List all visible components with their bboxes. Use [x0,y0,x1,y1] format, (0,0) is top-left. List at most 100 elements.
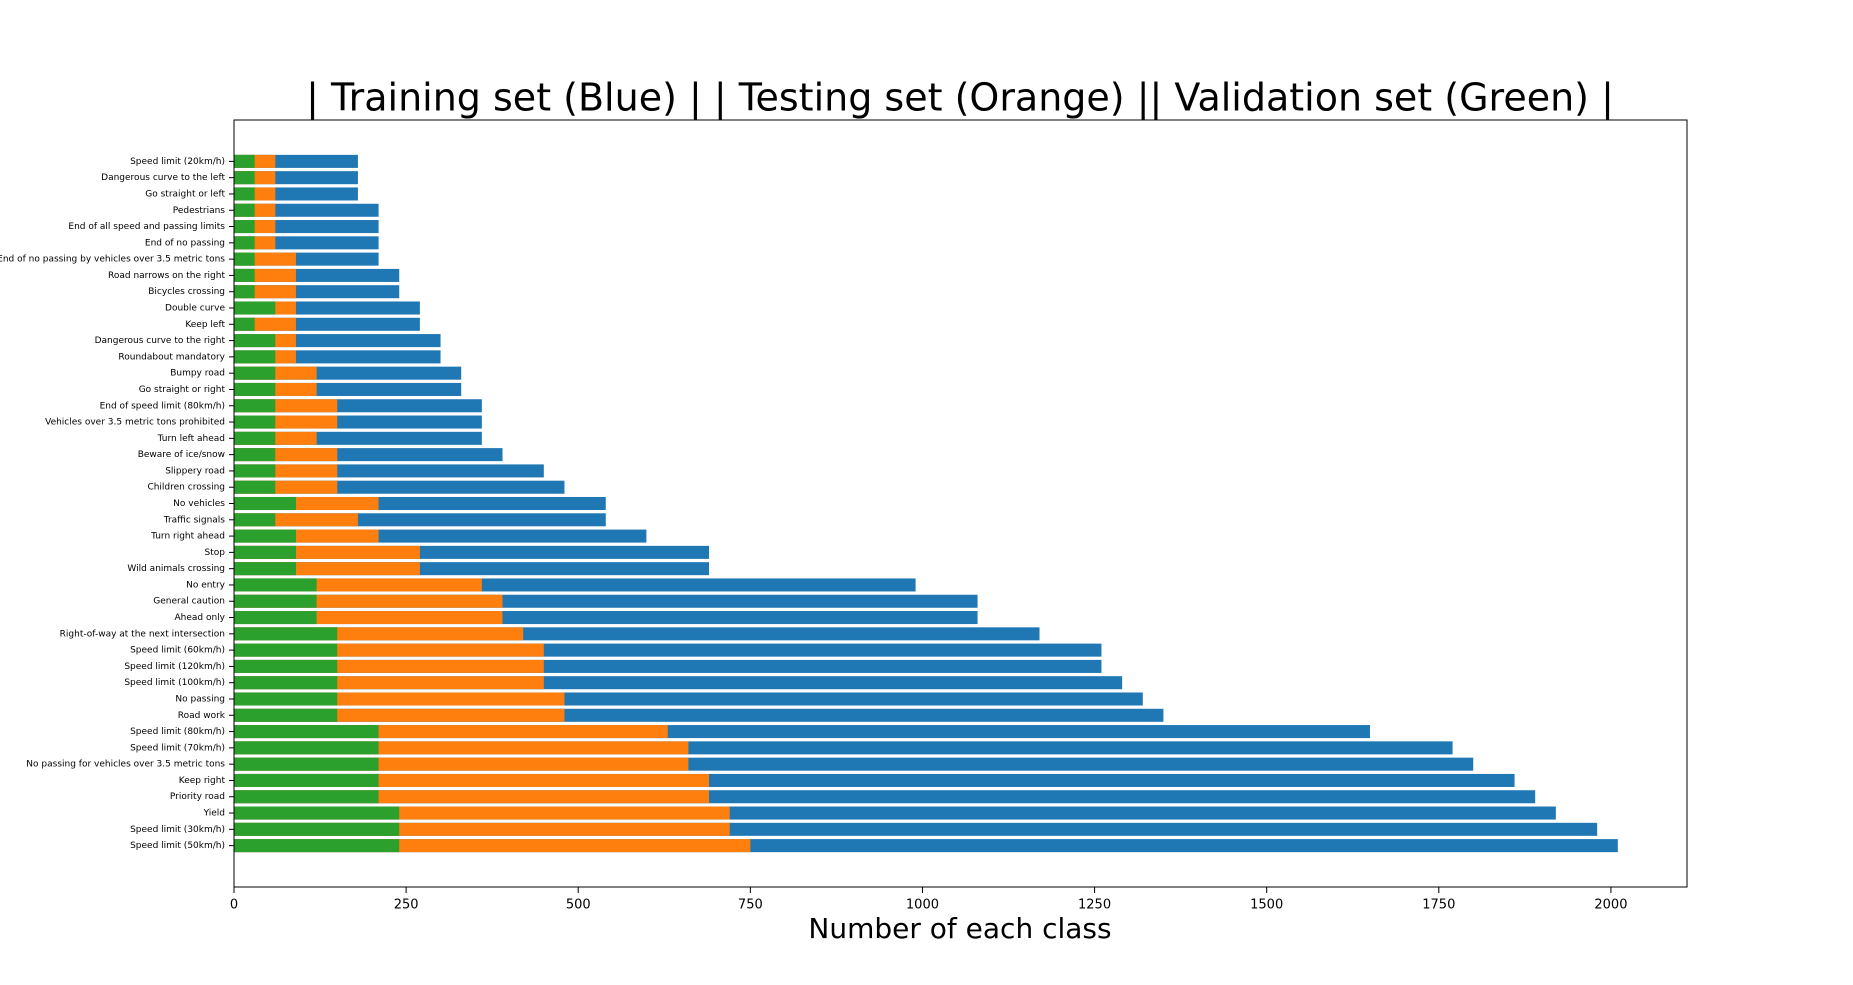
y-tick-label: Speed limit (60km/h) [130,646,225,656]
bar [234,317,255,331]
bar [234,171,255,185]
y-tick-label: Beware of ice/snow [138,450,225,460]
y-tick-label: Speed limit (80km/h) [130,727,225,737]
y-tick-label: Wild animals crossing [127,564,225,574]
bar [234,496,296,511]
x-tick-label: 500 [566,898,591,913]
y-tick-label: Go straight or right [139,385,226,395]
y-tick-label: Road work [178,711,226,721]
bar [234,252,255,266]
bar [234,382,276,396]
bar [234,350,276,364]
bar [234,545,296,559]
bar [234,464,276,478]
chart-title: | Training set (Blue) | | Testing set (O… [306,76,1614,121]
bar [234,529,296,543]
y-tick-label: Yield [203,809,225,819]
y-tick-label: Turn left ahead [157,434,225,444]
bar [234,594,317,608]
y-tick-label: Go straight or left [145,189,225,199]
y-tick-label: Dangerous curve to the right [95,336,226,346]
bar [234,236,255,250]
bar [234,578,317,592]
bar [234,187,255,201]
bar [234,757,379,771]
x-tick-label: 1250 [1078,898,1111,913]
bar [234,220,255,234]
bar [234,708,338,722]
bar [234,676,338,690]
y-tick-label: Bumpy road [170,369,225,379]
x-axis-label: Number of each class [808,912,1111,945]
bar [234,431,276,445]
bar [234,806,400,820]
y-tick-label: Speed limit (50km/h) [130,841,225,851]
y-tick-label: Speed limit (100km/h) [124,678,225,688]
y-tick-label: Traffic signals [163,515,226,525]
bar [234,399,276,413]
bar [234,154,255,168]
bar [234,366,276,380]
bar [234,822,400,836]
bar [234,643,338,657]
x-tick-label: 1750 [1422,898,1455,913]
y-tick-label: Keep left [185,320,225,330]
bar [234,480,276,494]
bar [234,773,379,787]
plot-frame [233,119,1688,888]
bar [234,285,255,299]
bar [234,659,338,673]
y-tick-label: Speed limit (20km/h) [130,157,225,167]
y-tick-label: No vehicles [173,499,225,509]
y-tick-label: Turn right ahead [150,532,225,542]
bar [234,562,296,576]
y-tick-label: No entry [186,580,226,590]
x-tick-label: 0 [230,898,238,913]
bar [234,741,379,755]
bar [234,627,338,641]
y-tick-label: Children crossing [147,483,225,493]
y-tick-label: Vehicles over 3.5 metric tons prohibited [45,418,225,428]
bar [234,611,317,625]
y-tick-label: Double curve [165,304,225,314]
y-tick-label: Roundabout mandatory [118,352,225,362]
bar [234,839,400,853]
bar [234,415,276,429]
y-tick-label: End of speed limit (80km/h) [100,401,225,411]
x-tick-label: 1500 [1250,898,1283,913]
bar [234,301,276,315]
bar [234,692,338,706]
x-tick-label: 2000 [1594,898,1627,913]
y-tick-label: No passing for vehicles over 3.5 metric … [26,760,225,770]
x-tick-label: 1000 [906,898,939,913]
y-tick-label: Road narrows on the right [108,271,225,281]
y-tick-label: No passing [175,694,225,704]
y-tick-label: Keep right [179,776,226,786]
bar [234,203,255,217]
y-tick-label: End of no passing by vehicles over 3.5 m… [0,255,225,265]
y-tick-label: Bicycles crossing [148,287,225,297]
y-tick-label: Speed limit (70km/h) [130,743,225,753]
y-tick-label: Speed limit (30km/h) [130,825,225,835]
y-tick-label: Right-of-way at the next intersection [60,629,225,639]
bar [234,790,379,804]
y-tick-label: End of all speed and passing limits [68,222,225,232]
y-tick-label: Dangerous curve to the left [101,173,225,183]
bar [234,268,255,282]
x-tick-label: 750 [738,898,763,913]
x-tick-label: 250 [394,898,419,913]
y-tick-label: Stop [205,548,226,558]
y-tick-label: Ahead only [174,613,225,623]
y-tick-label: General caution [153,597,225,607]
bar [234,448,276,462]
bar [234,513,276,527]
y-tick-label: Priority road [170,792,225,802]
y-tick-label: End of no passing [145,238,225,248]
y-tick-label: Slippery road [165,466,225,476]
y-tick-label: Pedestrians [173,206,226,216]
bar [234,725,379,739]
bar [234,334,276,348]
y-tick-label: Speed limit (120km/h) [124,662,225,672]
